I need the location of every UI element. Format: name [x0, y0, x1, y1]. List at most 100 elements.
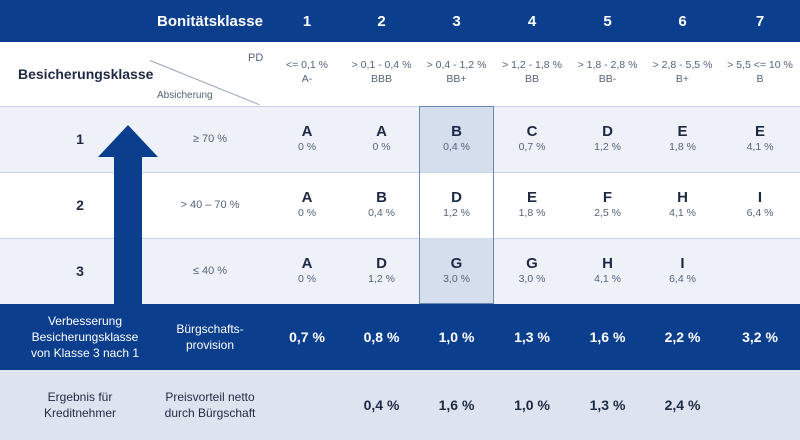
grade-letter: G [526, 255, 538, 272]
provision-value: 1,3 % [514, 329, 550, 345]
grade-pct: 1,2 % [368, 273, 395, 285]
pd-range: > 0,4 - 1,2 % [426, 59, 487, 71]
pd-range: > 1,8 - 2,8 % [577, 59, 638, 71]
header-band [0, 0, 800, 42]
besicherungsklasse-title: Besicherungsklasse [18, 66, 154, 82]
grade-letter: H [677, 189, 688, 206]
grade-letter: I [757, 189, 763, 206]
pd-column-4: > 1,2 - 1,8 % BB [494, 58, 570, 86]
divider [0, 172, 800, 173]
highlight-column-frame [419, 106, 494, 304]
grade-pct: 0,7 % [518, 141, 546, 153]
grade-cell: E 1,8 % [494, 172, 570, 238]
grade-pct: 1,8 % [669, 141, 696, 153]
header-title: Bonitätsklasse [157, 12, 263, 30]
grade-cell: G 3,0 % [419, 238, 494, 304]
pd-range: > 0,1 - 0,4 % [351, 59, 412, 71]
grade-cell: E 4,1 % [720, 106, 800, 172]
improvement-line: Besicherungsklasse [31, 330, 139, 344]
provision-label: Bürgschafts- provision [160, 304, 260, 370]
grade-cell: H 4,1 % [645, 172, 720, 238]
bonitaet-class-7: 7 [755, 12, 765, 30]
grade-pct: 3,0 % [518, 273, 546, 285]
pd-range: > 2,8 - 5,5 % [652, 59, 713, 71]
grade-cell: D 1,2 % [570, 106, 645, 172]
provision-value: 2,2 % [664, 329, 701, 345]
grade-pct: 6,4 % [746, 207, 774, 219]
security-range-2: > 40 – 70 % [180, 199, 240, 211]
grade-cell: H 4,1 % [570, 238, 645, 304]
result-sub-label: Preisvorteil netto durch Bürgschaft [150, 370, 270, 440]
provision-band [0, 304, 800, 370]
up-arrow-icon [98, 125, 158, 306]
rating: B+ [675, 73, 690, 85]
result-value [720, 370, 800, 440]
result-value: 1,0 % [514, 397, 550, 413]
provision-value: 1,6 % [589, 329, 626, 345]
security-range-3: ≤ 40 % [192, 265, 228, 277]
grade-letter: H [602, 255, 613, 272]
rating: B [756, 73, 764, 85]
highlight-cell [419, 106, 494, 172]
grade-letter: G [450, 255, 463, 272]
absicherung-label: Absicherung [157, 90, 213, 101]
grade-letter: A [301, 189, 313, 206]
bonitaet-class-5: 5 [603, 12, 612, 30]
grade-pct: 0,4 % [368, 207, 395, 219]
pd-column-3: > 0,4 - 1,2 % BB+ [419, 58, 494, 86]
highlight-cell [419, 238, 494, 304]
grade-letter: A [301, 255, 313, 272]
result-label: Ergebnis für Kreditnehmer [10, 370, 150, 440]
bonitaet-class-6: 6 [678, 12, 687, 30]
security-range-1: ≥ 70 % [192, 133, 228, 145]
result-band [0, 370, 800, 440]
provision-value: 3,2 % [742, 329, 778, 345]
grade-pct: 4,1 % [594, 273, 621, 285]
rating: BB- [598, 73, 617, 85]
provision-value: 0,8 % [363, 329, 400, 345]
pd-range: > 1,2 - 1,8 % [502, 59, 562, 71]
pd-label: PD [248, 52, 264, 64]
provision-value: 1,0 % [438, 329, 475, 345]
grade-letter: E [754, 123, 765, 140]
rating: BB [524, 73, 539, 85]
grade-cell: D 1,2 % [419, 172, 494, 238]
grade-letter: F [602, 189, 613, 206]
besicherung-class-2: 2 [76, 197, 84, 213]
grade-cell: I 6,4 % [645, 238, 720, 304]
grade-cell: E 1,8 % [645, 106, 720, 172]
grade-letter: A [376, 123, 387, 140]
rating: BBB [370, 73, 392, 85]
grade-letter: E [677, 123, 688, 140]
besicherung-class-3: 3 [76, 263, 84, 279]
grade-pct: 0,4 % [443, 141, 470, 153]
pd-range: <= 0,1 % [285, 59, 329, 71]
grade-cell: B 0,4 % [344, 172, 419, 238]
pd-column-6: > 2,8 - 5,5 % B+ [645, 58, 720, 86]
result-value: 1,6 % [438, 397, 475, 413]
grade-cell [720, 238, 800, 304]
grade-pct: 4,1 % [746, 141, 774, 153]
grade-pct: 1,2 % [594, 141, 621, 153]
grade-cell: B 0,4 % [419, 106, 494, 172]
provision-value: 0,7 % [289, 329, 325, 345]
grade-pct: 0 % [297, 141, 317, 153]
grade-cell: I 6,4 % [720, 172, 800, 238]
result-line: Kreditnehmer [43, 406, 117, 420]
result-value: 1,3 % [589, 397, 626, 413]
bonitaet-class-1: 1 [302, 12, 312, 30]
result-value: 2,4 % [664, 397, 701, 413]
pd-column-7: > 5,5 <= 10 % B [720, 58, 800, 86]
besicherung-class-1: 1 [76, 131, 84, 147]
bonitaet-class-3: 3 [452, 12, 461, 30]
grade-pct: 2,5 % [594, 207, 621, 219]
pd-range: > 5,5 <= 10 % [727, 59, 793, 71]
grade-pct: 4,1 % [669, 207, 696, 219]
rating: A- [301, 73, 313, 85]
grade-letter: D [451, 189, 462, 206]
grade-cell: F 2,5 % [570, 172, 645, 238]
grade-cell: D 1,2 % [344, 238, 419, 304]
result-sub-line: durch Bürgschaft [164, 406, 256, 420]
